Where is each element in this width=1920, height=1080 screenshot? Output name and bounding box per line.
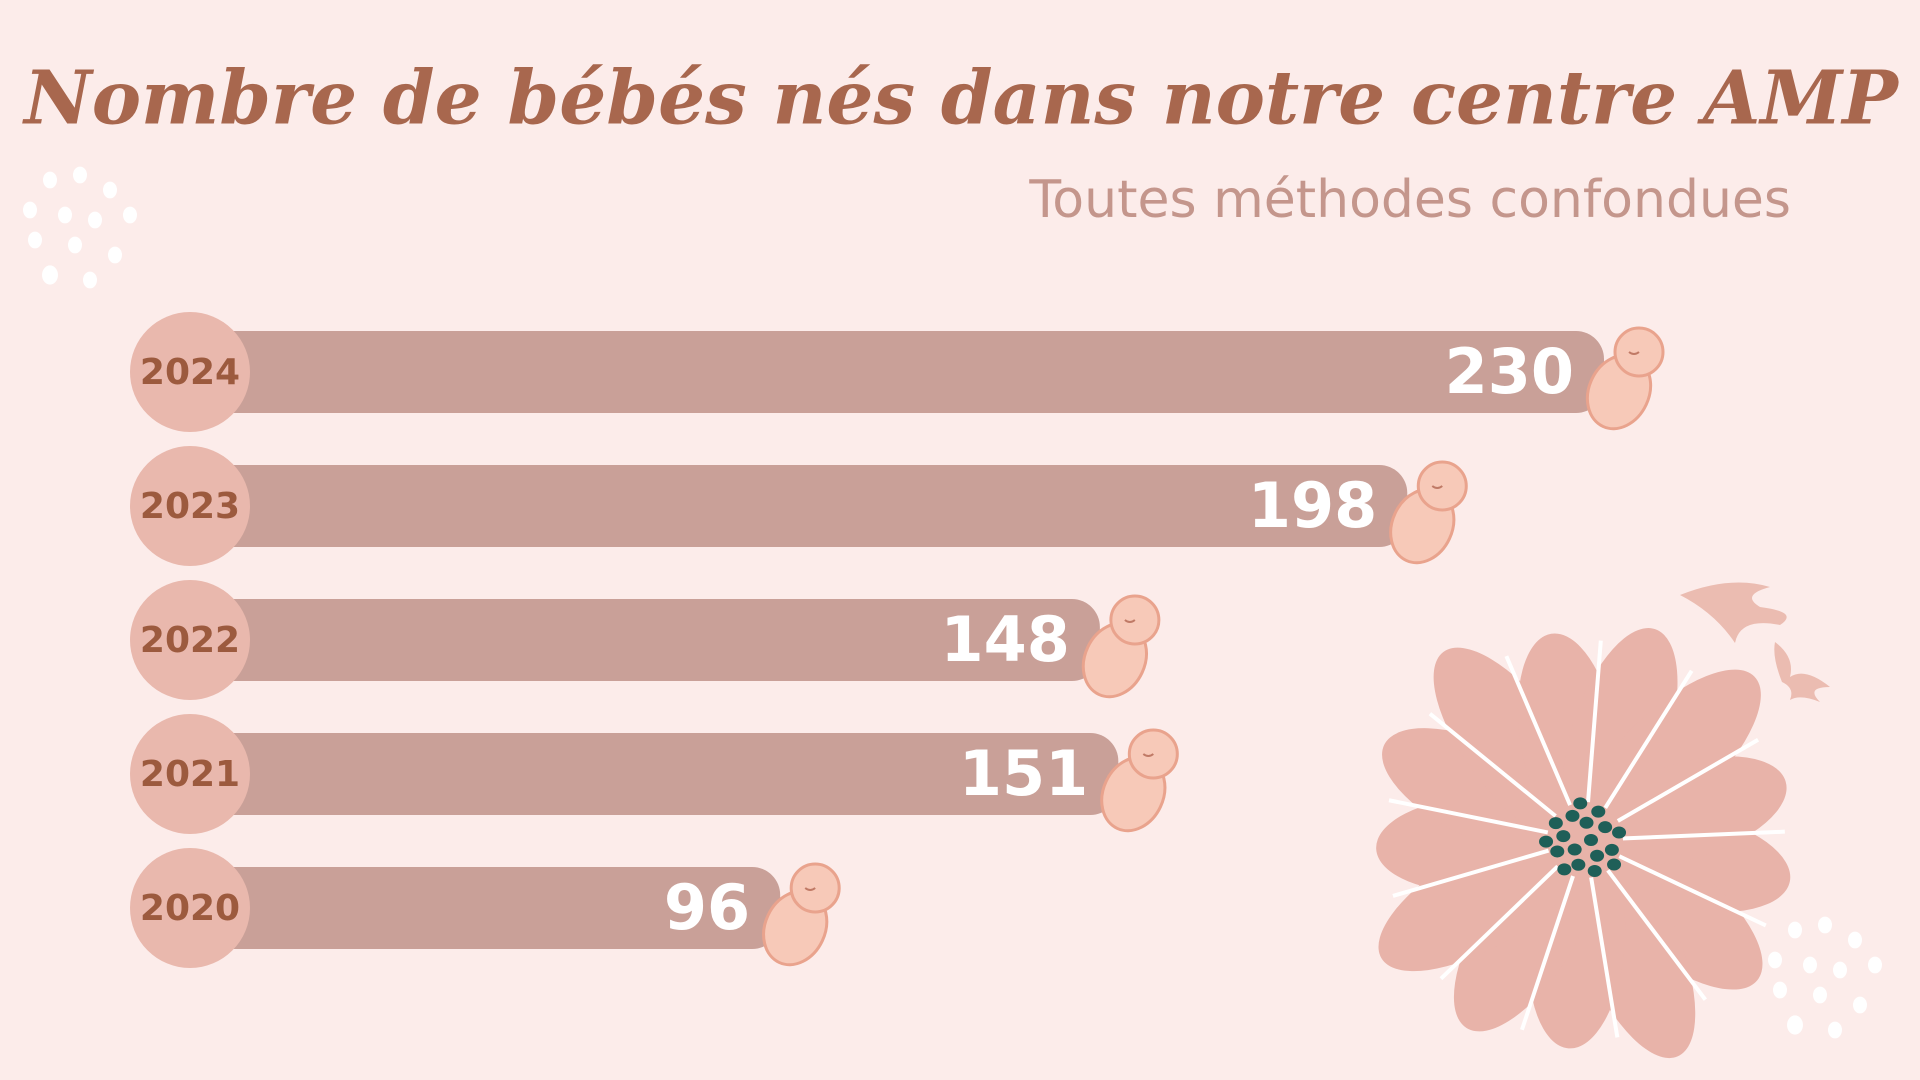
dot bbox=[42, 265, 58, 285]
y-tick-label: 2020 bbox=[140, 888, 240, 929]
seed bbox=[1539, 835, 1554, 848]
leaf bbox=[1680, 582, 1787, 643]
year-badge bbox=[130, 580, 250, 700]
dot bbox=[1803, 956, 1817, 974]
baby-eye bbox=[1431, 485, 1443, 489]
year-badge bbox=[130, 312, 250, 432]
dot bbox=[83, 271, 97, 289]
seed bbox=[1548, 817, 1563, 830]
dot bbox=[23, 201, 37, 219]
seed bbox=[1571, 858, 1586, 871]
bar bbox=[190, 867, 781, 949]
dot bbox=[1818, 916, 1832, 934]
seed bbox=[1565, 809, 1580, 822]
dot bbox=[88, 211, 102, 229]
decoration bbox=[23, 166, 1882, 1059]
seed bbox=[1598, 821, 1613, 834]
dot bbox=[43, 171, 57, 189]
chart-subtitle: Toutes méthodes confondues bbox=[1028, 170, 1791, 230]
dot bbox=[1768, 951, 1782, 969]
bar bbox=[190, 599, 1100, 681]
dot bbox=[1853, 996, 1867, 1014]
dot bbox=[1848, 931, 1862, 949]
value-label: 230 bbox=[1445, 335, 1574, 408]
baby-eye bbox=[1628, 351, 1640, 355]
dot bbox=[103, 181, 117, 199]
value-label: 198 bbox=[1248, 469, 1377, 542]
seed bbox=[1550, 845, 1565, 858]
bar bbox=[190, 733, 1119, 815]
seed bbox=[1590, 849, 1605, 862]
seed bbox=[1607, 858, 1622, 871]
seed bbox=[1584, 834, 1598, 846]
baby-eye bbox=[804, 887, 816, 891]
seed bbox=[1604, 843, 1619, 856]
value-label: 148 bbox=[940, 603, 1069, 676]
seed bbox=[1556, 830, 1571, 843]
dot bbox=[1788, 921, 1802, 939]
seed bbox=[1573, 797, 1588, 810]
dot bbox=[1868, 956, 1882, 974]
year-badge bbox=[130, 446, 250, 566]
seed bbox=[1591, 805, 1606, 818]
value-label: 151 bbox=[959, 737, 1088, 810]
leaf bbox=[1774, 642, 1830, 702]
dot bbox=[1773, 981, 1787, 999]
baby-eye bbox=[1124, 619, 1136, 623]
seed bbox=[1557, 863, 1572, 876]
seed bbox=[1579, 816, 1594, 829]
y-tick-label: 2022 bbox=[140, 620, 240, 661]
bar bbox=[190, 465, 1408, 547]
chart-title: Nombre de bébés nés dans notre centre AM… bbox=[22, 56, 1900, 142]
dot bbox=[1813, 986, 1827, 1004]
y-tick-label: 2021 bbox=[140, 754, 240, 795]
dot bbox=[1787, 1015, 1803, 1035]
dot bbox=[1833, 961, 1847, 979]
baby-eye bbox=[1142, 753, 1154, 757]
dot bbox=[58, 206, 72, 224]
dot bbox=[108, 246, 122, 264]
year-badge bbox=[130, 714, 250, 834]
dot bbox=[123, 206, 137, 224]
y-tick-label: 2024 bbox=[140, 352, 240, 393]
seed bbox=[1567, 843, 1582, 856]
dot bbox=[28, 231, 42, 249]
y-tick-label: 2023 bbox=[140, 486, 240, 527]
seed bbox=[1587, 865, 1602, 878]
value-label: 96 bbox=[664, 871, 750, 944]
dot bbox=[68, 236, 82, 254]
year-badge bbox=[130, 848, 250, 968]
dot bbox=[73, 166, 87, 184]
seed bbox=[1612, 826, 1627, 839]
dot bbox=[1828, 1021, 1842, 1039]
bar bbox=[190, 331, 1604, 413]
bars: 230 2024 198 2023 148 2022 151 2021 96 2020 bbox=[130, 312, 1665, 968]
